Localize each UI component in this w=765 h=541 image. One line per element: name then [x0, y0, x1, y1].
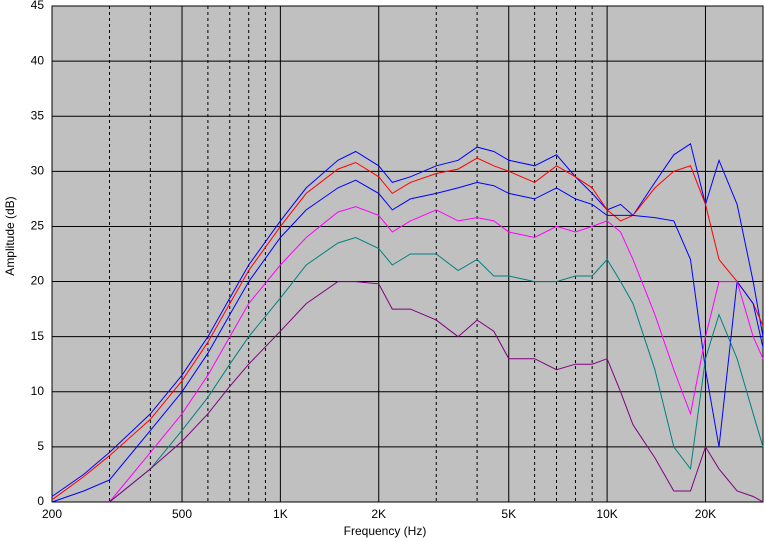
x-tick-label: 10K: [596, 507, 617, 521]
y-tick-label: 35: [31, 108, 45, 122]
x-tick-label: 2K: [371, 507, 386, 521]
x-tick-label: 5K: [501, 507, 516, 521]
series-line: [51, 142, 764, 497]
series-line: [109, 281, 764, 503]
y-tick-label: 40: [31, 53, 45, 67]
x-tick-label: 20K: [695, 507, 716, 521]
x-tick-label: 200: [42, 507, 62, 521]
x-axis-title: Frequency (Hz): [344, 524, 427, 538]
plot-area: [51, 5, 764, 503]
y-tick-label: 45: [31, 0, 45, 12]
series-line: [109, 236, 764, 503]
y-tick-label: 15: [31, 329, 45, 343]
y-axis-title: Amplitude (dB): [3, 196, 17, 275]
y-tick-label: 20: [31, 274, 45, 288]
x-tick-label: 1K: [273, 507, 288, 521]
y-tick-label: 0: [37, 494, 44, 508]
series-line: [51, 157, 764, 501]
x-tick-label: 500: [172, 507, 192, 521]
y-tick-label: 30: [31, 164, 45, 178]
series-line: [109, 206, 764, 503]
y-tick-label: 5: [37, 439, 44, 453]
series-line: [51, 179, 764, 503]
y-tick-label: 10: [31, 384, 45, 398]
y-tick-label: 25: [31, 219, 45, 233]
